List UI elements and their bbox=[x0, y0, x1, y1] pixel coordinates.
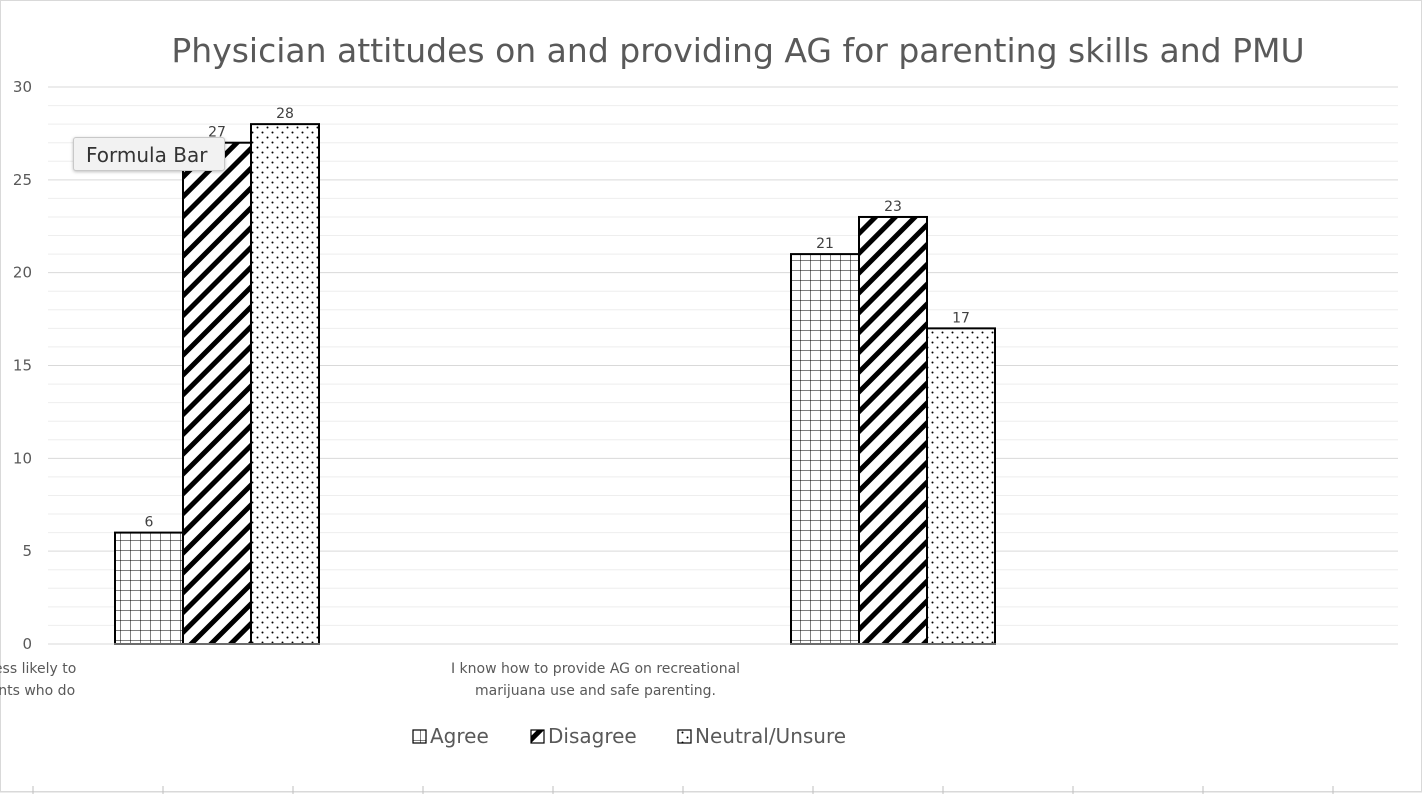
legend-label-neutral: Neutral/Unsure bbox=[695, 724, 846, 748]
legend-item-disagree[interactable]: Disagree bbox=[530, 724, 637, 748]
y-tick-label: 15 bbox=[13, 357, 32, 375]
bottom-ruler bbox=[0, 786, 1422, 794]
data-label: 21 bbox=[816, 236, 834, 252]
y-tick-label: 20 bbox=[13, 264, 32, 282]
legend: Agree Disagree Neutral/Unsure bbox=[412, 724, 846, 748]
data-labels: 6 27 28 21 23 17 bbox=[145, 106, 970, 530]
chart-title: Physician attitudes on and providing AG … bbox=[171, 31, 1304, 70]
bar-disagree-1[interactable] bbox=[182, 141, 252, 645]
legend-swatch-neutral bbox=[677, 729, 692, 744]
formula-bar-tooltip: Formula Bar bbox=[73, 137, 225, 171]
bars bbox=[114, 123, 996, 645]
legend-label-agree: Agree bbox=[430, 724, 489, 748]
y-tick-label: 10 bbox=[13, 449, 32, 467]
x-category-label: Parents who use marijuana are less likel… bbox=[0, 661, 76, 721]
y-axis: 0 5 10 15 20 25 30 bbox=[13, 78, 32, 653]
bar-neutral-unsure-1[interactable] bbox=[250, 123, 320, 645]
x-axis: Parents who use marijuana are less likel… bbox=[0, 643, 1398, 721]
y-tick-label: 5 bbox=[22, 542, 32, 560]
bar-agree-1[interactable] bbox=[114, 531, 184, 645]
data-label: 6 bbox=[145, 515, 154, 531]
bar-agree-2[interactable] bbox=[790, 253, 860, 645]
data-label: 27 bbox=[208, 125, 226, 141]
bar-neutral-unsure-2[interactable] bbox=[926, 327, 996, 645]
data-label: 17 bbox=[952, 310, 970, 326]
y-tick-label: 0 bbox=[22, 635, 32, 653]
legend-label-disagree: Disagree bbox=[548, 724, 637, 748]
y-tick-label: 25 bbox=[13, 171, 32, 189]
x-category-label: I know how to provide AG on recreational… bbox=[451, 661, 740, 699]
legend-item-agree[interactable]: Agree bbox=[412, 724, 489, 748]
data-label: 23 bbox=[884, 199, 902, 215]
legend-item-neutral[interactable]: Neutral/Unsure bbox=[677, 724, 846, 748]
legend-swatch-disagree bbox=[530, 729, 545, 744]
legend-swatch-agree bbox=[412, 729, 427, 744]
y-tick-label: 30 bbox=[13, 78, 32, 96]
bar-disagree-2[interactable] bbox=[858, 215, 928, 645]
data-label: 28 bbox=[276, 106, 294, 122]
